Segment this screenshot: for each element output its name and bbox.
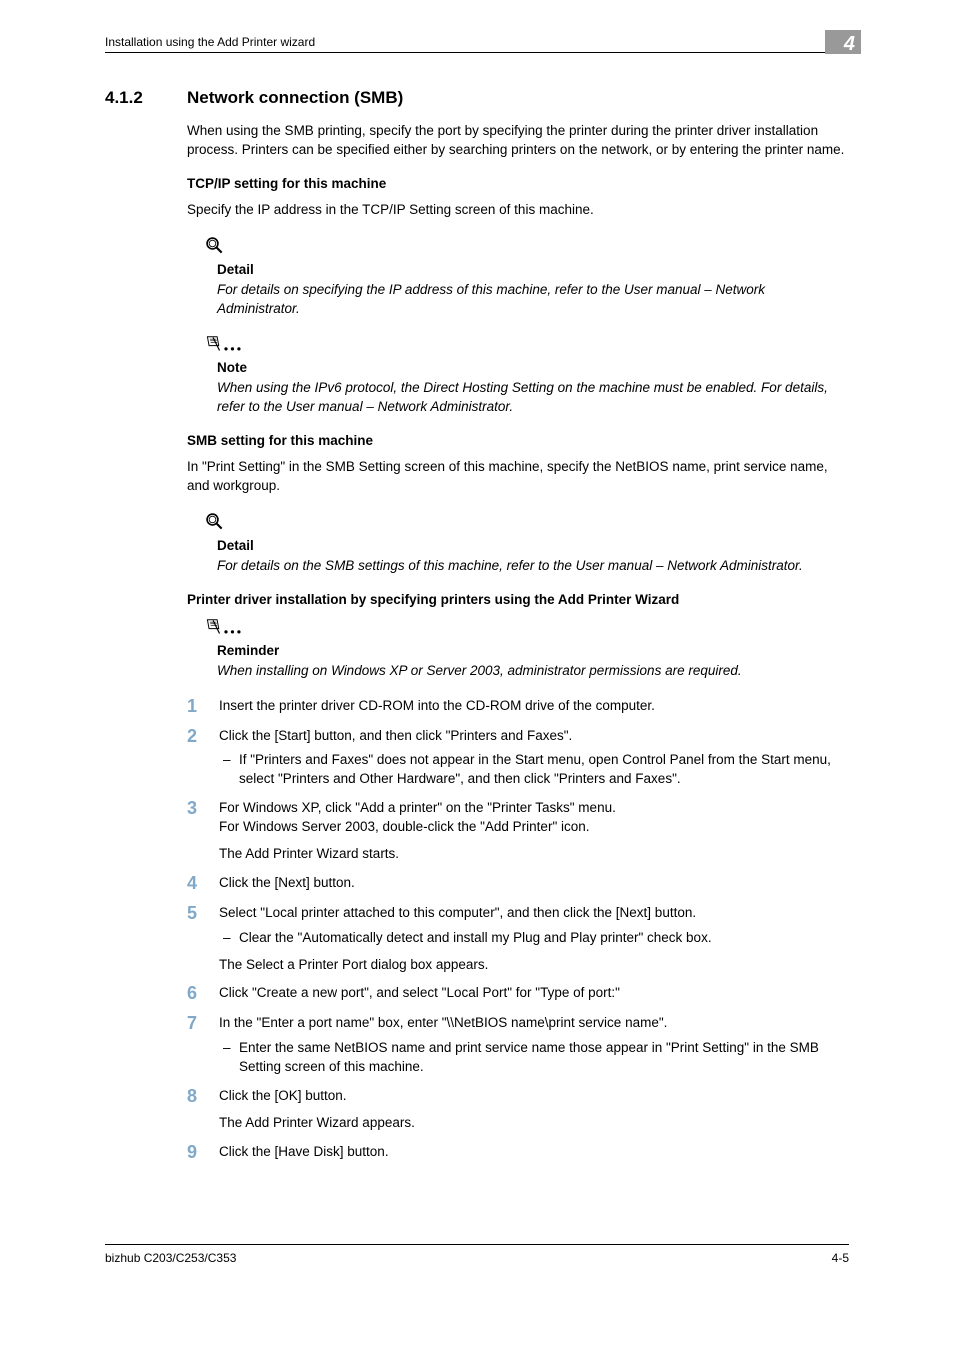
step-followup: The Add Printer Wizard appears.	[219, 1114, 849, 1133]
step-number: 7	[187, 1014, 219, 1034]
step-9: 9Click the [Have Disk] button.	[187, 1143, 849, 1163]
note-icon	[205, 334, 849, 356]
tcp-ip-body: Specify the IP address in the TCP/IP Set…	[187, 201, 849, 220]
step-3: 3For Windows XP, click "Add a printer" o…	[187, 799, 849, 864]
breadcrumb: Installation using the Add Printer wizar…	[105, 35, 315, 49]
note-body-1: When using the IPv6 protocol, the Direct…	[217, 379, 849, 417]
note-icon	[205, 617, 849, 639]
step-body: For Windows XP, click "Add a printer" on…	[219, 799, 849, 864]
note-callout-1: Note When using the IPv6 protocol, the D…	[187, 334, 849, 417]
magnifier-icon	[205, 512, 849, 534]
step-number: 4	[187, 874, 219, 894]
step-number: 5	[187, 904, 219, 924]
header-divider	[105, 52, 849, 53]
step-body: In the "Enter a port name" box, enter "\…	[219, 1014, 849, 1077]
reminder-title: Reminder	[217, 643, 849, 658]
step-body: Click "Create a new port", and select "L…	[219, 984, 849, 1003]
detail-body-1: For details on specifying the IP address…	[217, 281, 849, 319]
step-sub-bullet: –Enter the same NetBIOS name and print s…	[219, 1039, 849, 1077]
smb-heading: SMB setting for this machine	[187, 433, 849, 448]
bullet-text: If "Printers and Faxes" does not appear …	[239, 751, 849, 789]
step-number: 2	[187, 727, 219, 747]
section-number: 4.1.2	[105, 88, 187, 108]
section-intro: When using the SMB printing, specify the…	[187, 122, 849, 160]
step-body: Click the [Start] button, and then click…	[219, 727, 849, 790]
detail-callout-1: Detail For details on specifying the IP …	[187, 236, 849, 319]
content-area: 4.1.2 Network connection (SMB) When usin…	[105, 88, 849, 1172]
step-sub-bullet: –If "Printers and Faxes" does not appear…	[219, 751, 849, 789]
bullet-text: Enter the same NetBIOS name and print se…	[239, 1039, 849, 1077]
note-title-1: Note	[217, 360, 849, 375]
footer-model: bizhub C203/C253/C353	[105, 1251, 236, 1265]
detail-title-1: Detail	[217, 262, 849, 277]
chapter-badge: 4	[825, 30, 861, 54]
steps-list: 1Insert the printer driver CD-ROM into t…	[105, 697, 849, 1163]
bullet-dash: –	[219, 751, 239, 789]
step-body: Click the [Have Disk] button.	[219, 1143, 849, 1162]
step-number: 1	[187, 697, 219, 717]
bullet-dash: –	[219, 929, 239, 948]
detail-title-2: Detail	[217, 538, 849, 553]
step-number: 8	[187, 1087, 219, 1107]
section-title: Network connection (SMB)	[187, 88, 403, 108]
detail-body-2: For details on the SMB settings of this …	[217, 557, 849, 576]
smb-body: In "Print Setting" in the SMB Setting sc…	[187, 458, 849, 496]
step-body: Click the [OK] button.The Add Printer Wi…	[219, 1087, 849, 1133]
step-sub-bullet: –Clear the "Automatically detect and ins…	[219, 929, 849, 948]
step-followup: The Add Printer Wizard starts.	[219, 845, 849, 864]
section-heading: 4.1.2 Network connection (SMB)	[105, 88, 849, 108]
wizard-heading: Printer driver installation by specifyin…	[187, 592, 849, 607]
step-8: 8Click the [OK] button.The Add Printer W…	[187, 1087, 849, 1133]
reminder-callout: Reminder When installing on Windows XP o…	[187, 617, 849, 681]
step-1: 1Insert the printer driver CD-ROM into t…	[187, 697, 849, 717]
step-number: 9	[187, 1143, 219, 1163]
step-body: Select "Local printer attached to this c…	[219, 904, 849, 975]
reminder-body: When installing on Windows XP or Server …	[217, 662, 849, 681]
step-7: 7In the "Enter a port name" box, enter "…	[187, 1014, 849, 1077]
step-5: 5Select "Local printer attached to this …	[187, 904, 849, 975]
step-2: 2Click the [Start] button, and then clic…	[187, 727, 849, 790]
step-number: 6	[187, 984, 219, 1004]
step-number: 3	[187, 799, 219, 819]
step-4: 4Click the [Next] button.	[187, 874, 849, 894]
detail-callout-2: Detail For details on the SMB settings o…	[187, 512, 849, 576]
step-body: Insert the printer driver CD-ROM into th…	[219, 697, 849, 716]
footer-page: 4-5	[832, 1251, 849, 1265]
step-body: Click the [Next] button.	[219, 874, 849, 893]
magnifier-icon	[205, 236, 849, 258]
bullet-dash: –	[219, 1039, 239, 1077]
bullet-text: Clear the "Automatically detect and inst…	[239, 929, 849, 948]
step-6: 6Click "Create a new port", and select "…	[187, 984, 849, 1004]
step-followup: The Select a Printer Port dialog box app…	[219, 956, 849, 975]
footer: bizhub C203/C253/C353 4-5	[105, 1244, 849, 1265]
tcp-ip-heading: TCP/IP setting for this machine	[187, 176, 849, 191]
